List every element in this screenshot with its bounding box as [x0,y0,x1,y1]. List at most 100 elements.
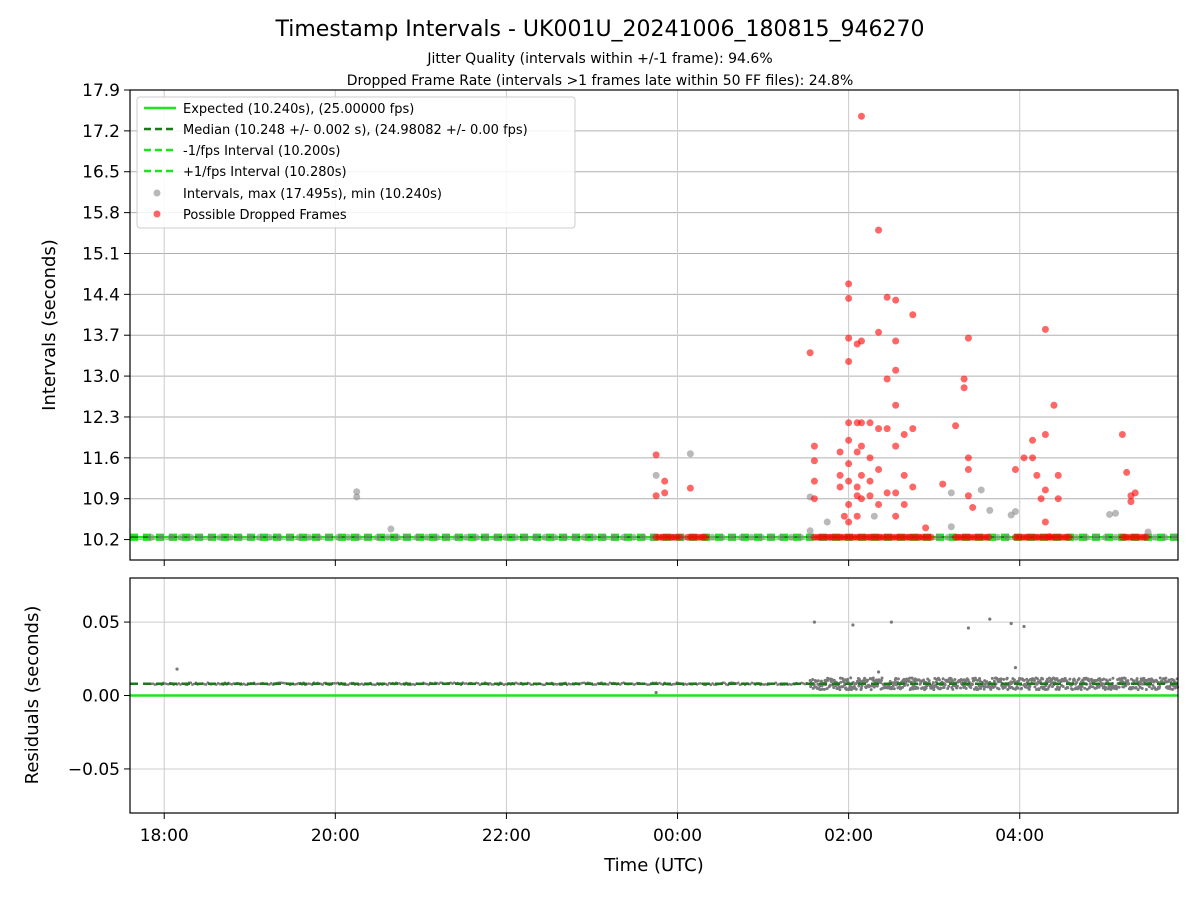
interval-point [1112,533,1120,541]
residual-point [1083,686,1087,690]
residual-point [871,676,875,680]
residual-point [953,677,957,681]
residual-point [1022,678,1026,682]
interval-point [767,533,775,541]
dropped-frame-point [909,425,917,433]
residual-point [909,686,913,690]
interval-point [354,533,362,541]
dropped-frame-point [1037,495,1045,503]
residual-point [969,686,973,690]
dropped-frame-point [1033,471,1041,479]
dropped-frame-point [892,401,900,409]
residual-point [995,677,999,681]
dropped-frame-point [1065,533,1073,541]
dropped-frame-point [875,328,883,336]
legend-plus-fps-label: +1/fps Interval (10.280s) [183,165,347,180]
interval-point [1003,533,1011,541]
interval-point [531,533,539,541]
dropped-frame-point [883,489,891,497]
interval-point [492,533,500,541]
interval-point [364,533,372,541]
interval-point [1151,533,1159,541]
residual-point [894,676,898,680]
interval-point [387,525,395,533]
dropped-frame-point [1131,489,1139,497]
dropped-frame-point [985,533,993,541]
residual-point [838,688,842,692]
interval-point [986,506,994,514]
residual-point [1027,687,1031,691]
residual-point [846,677,850,681]
residual-point [992,679,996,683]
interval-point [285,533,293,541]
residual-point [999,677,1003,681]
dropped-frame-point [969,503,977,511]
residual-point [1167,678,1171,682]
residual-point [825,687,829,691]
residual-point [988,617,992,621]
bottom-x-ticks: 18:00 20:00 22:00 00:00 02:00 04:00 [140,813,1044,846]
interval-point [147,533,155,541]
top-y-tick-label: 17.2 [82,122,120,142]
residual-point [1005,676,1009,680]
dropped-frame-point [964,334,972,342]
residual-point [955,684,959,688]
interval-point [1112,509,1120,517]
dropped-frame-point [892,442,900,450]
top-y-axis-label: Intervals (seconds) [39,239,60,411]
interval-point [934,533,942,541]
residual-point [1075,681,1079,685]
residual-point [976,687,980,691]
residual-point [1041,677,1045,681]
interval-point [256,533,264,541]
top-y-ticks: 10.2 10.9 11.6 12.3 13.0 13.7 14.4 15.1 15.8 16.5… [82,81,130,551]
dropped-frame-point [836,471,844,479]
interval-point [275,533,283,541]
dropped-frame-point [845,477,853,485]
residual-point [1013,665,1018,670]
dropped-frame-point [1127,498,1135,506]
interval-point [452,533,460,541]
residual-point [857,684,861,688]
residual-point [849,676,853,680]
interval-point [403,533,411,541]
dropped-frame-point [909,483,917,491]
residual-point [1077,677,1081,681]
residual-point [937,678,941,682]
interval-point [947,523,955,531]
interval-point [580,533,588,541]
residual-point [963,684,967,688]
residual-point [979,686,983,690]
interval-point [738,533,746,541]
residual-point [1158,676,1162,680]
dropped-frame-point [883,375,891,383]
interval-point [305,533,313,541]
dropped-frame-point [964,466,972,474]
interval-point [502,533,510,541]
residual-point [947,684,951,688]
dropped-frame-point [845,501,853,509]
residual-point [774,681,778,685]
residual-point [1111,676,1115,680]
residual-point [1037,688,1041,692]
interval-point [393,533,401,541]
interval-point [462,533,470,541]
bottom-y-axis-label: Residuals (seconds) [22,606,43,785]
interval-point [324,533,332,541]
residual-point [1091,685,1095,689]
interval-point [797,533,805,541]
interval-point [413,533,421,541]
dropped-frame-point [652,451,660,459]
interval-point [541,533,549,541]
residual-point [910,676,914,680]
residual-point [854,687,858,691]
interval-point [187,533,195,541]
dropped-frame-point [652,492,660,500]
legend-dropped-marker [153,210,161,218]
residual-point [932,688,936,692]
dropped-frame-point [810,477,818,485]
top-y-tick-label: 10.9 [82,490,120,510]
residual-point [1028,685,1032,689]
interval-point [944,533,952,541]
